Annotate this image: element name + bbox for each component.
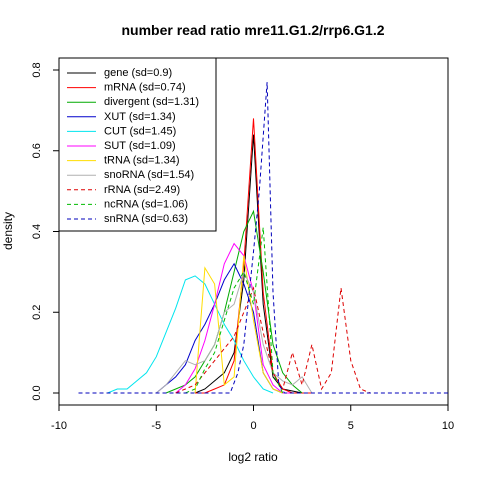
series-line-0: [194, 134, 312, 394]
x-axis: -10 -5 0 5 10: [51, 405, 454, 432]
legend: gene (sd=0.9) mRNA (sd=0.74) divergent (sd…: [58, 57, 217, 232]
series-lines: [78, 82, 448, 394]
x-tick-label: -5: [151, 420, 161, 432]
y-tick-label: 0.4: [31, 224, 43, 239]
series-line-2: [165, 209, 303, 394]
y-tick-label: 0.6: [31, 143, 43, 158]
legend-label-9: ncRNA (sd=1.06): [104, 198, 188, 210]
legend-label-3: XUT (sd=1.34): [104, 111, 176, 123]
legend-label-8: rRNA (sd=2.49): [104, 184, 180, 196]
chart-title: number read ratio mre11.G1.2/rrp6.G1.2: [121, 22, 384, 38]
series-line-4: [107, 275, 274, 394]
legend-label-5: SUT (sd=1.09): [104, 140, 176, 152]
y-tick-label: 0.2: [31, 305, 43, 320]
series-line-7: [155, 270, 313, 394]
y-tick-label: 0.0: [31, 385, 43, 400]
series-line-5: [175, 242, 293, 394]
x-tick-label: 10: [442, 420, 454, 432]
x-tick-label: -10: [51, 420, 67, 432]
legend-label-10: snRNA (sd=0.63): [104, 213, 188, 225]
legend-label-6: tRNA (sd=1.34): [104, 155, 180, 167]
legend-label-2: divergent (sd=1.31): [104, 96, 199, 108]
y-tick-label: 0.8: [31, 62, 43, 77]
y-axis: 0.0 0.2 0.4 0.6 0.8: [31, 62, 59, 401]
x-axis-label: log2 ratio: [228, 450, 278, 464]
y-axis-label: density: [1, 212, 15, 250]
series-line-10: [78, 82, 448, 394]
legend-box: [58, 57, 217, 232]
x-tick-label: 0: [250, 420, 256, 432]
legend-label-4: CUT (sd=1.45): [104, 125, 176, 137]
legend-label-7: snoRNA (sd=1.54): [104, 169, 194, 181]
series-line-6: [194, 255, 283, 394]
legend-label-0: gene (sd=0.9): [104, 67, 172, 79]
legend-label-1: mRNA (sd=0.74): [104, 82, 186, 94]
series-line-9: [185, 227, 284, 394]
x-tick-label: 5: [348, 420, 354, 432]
